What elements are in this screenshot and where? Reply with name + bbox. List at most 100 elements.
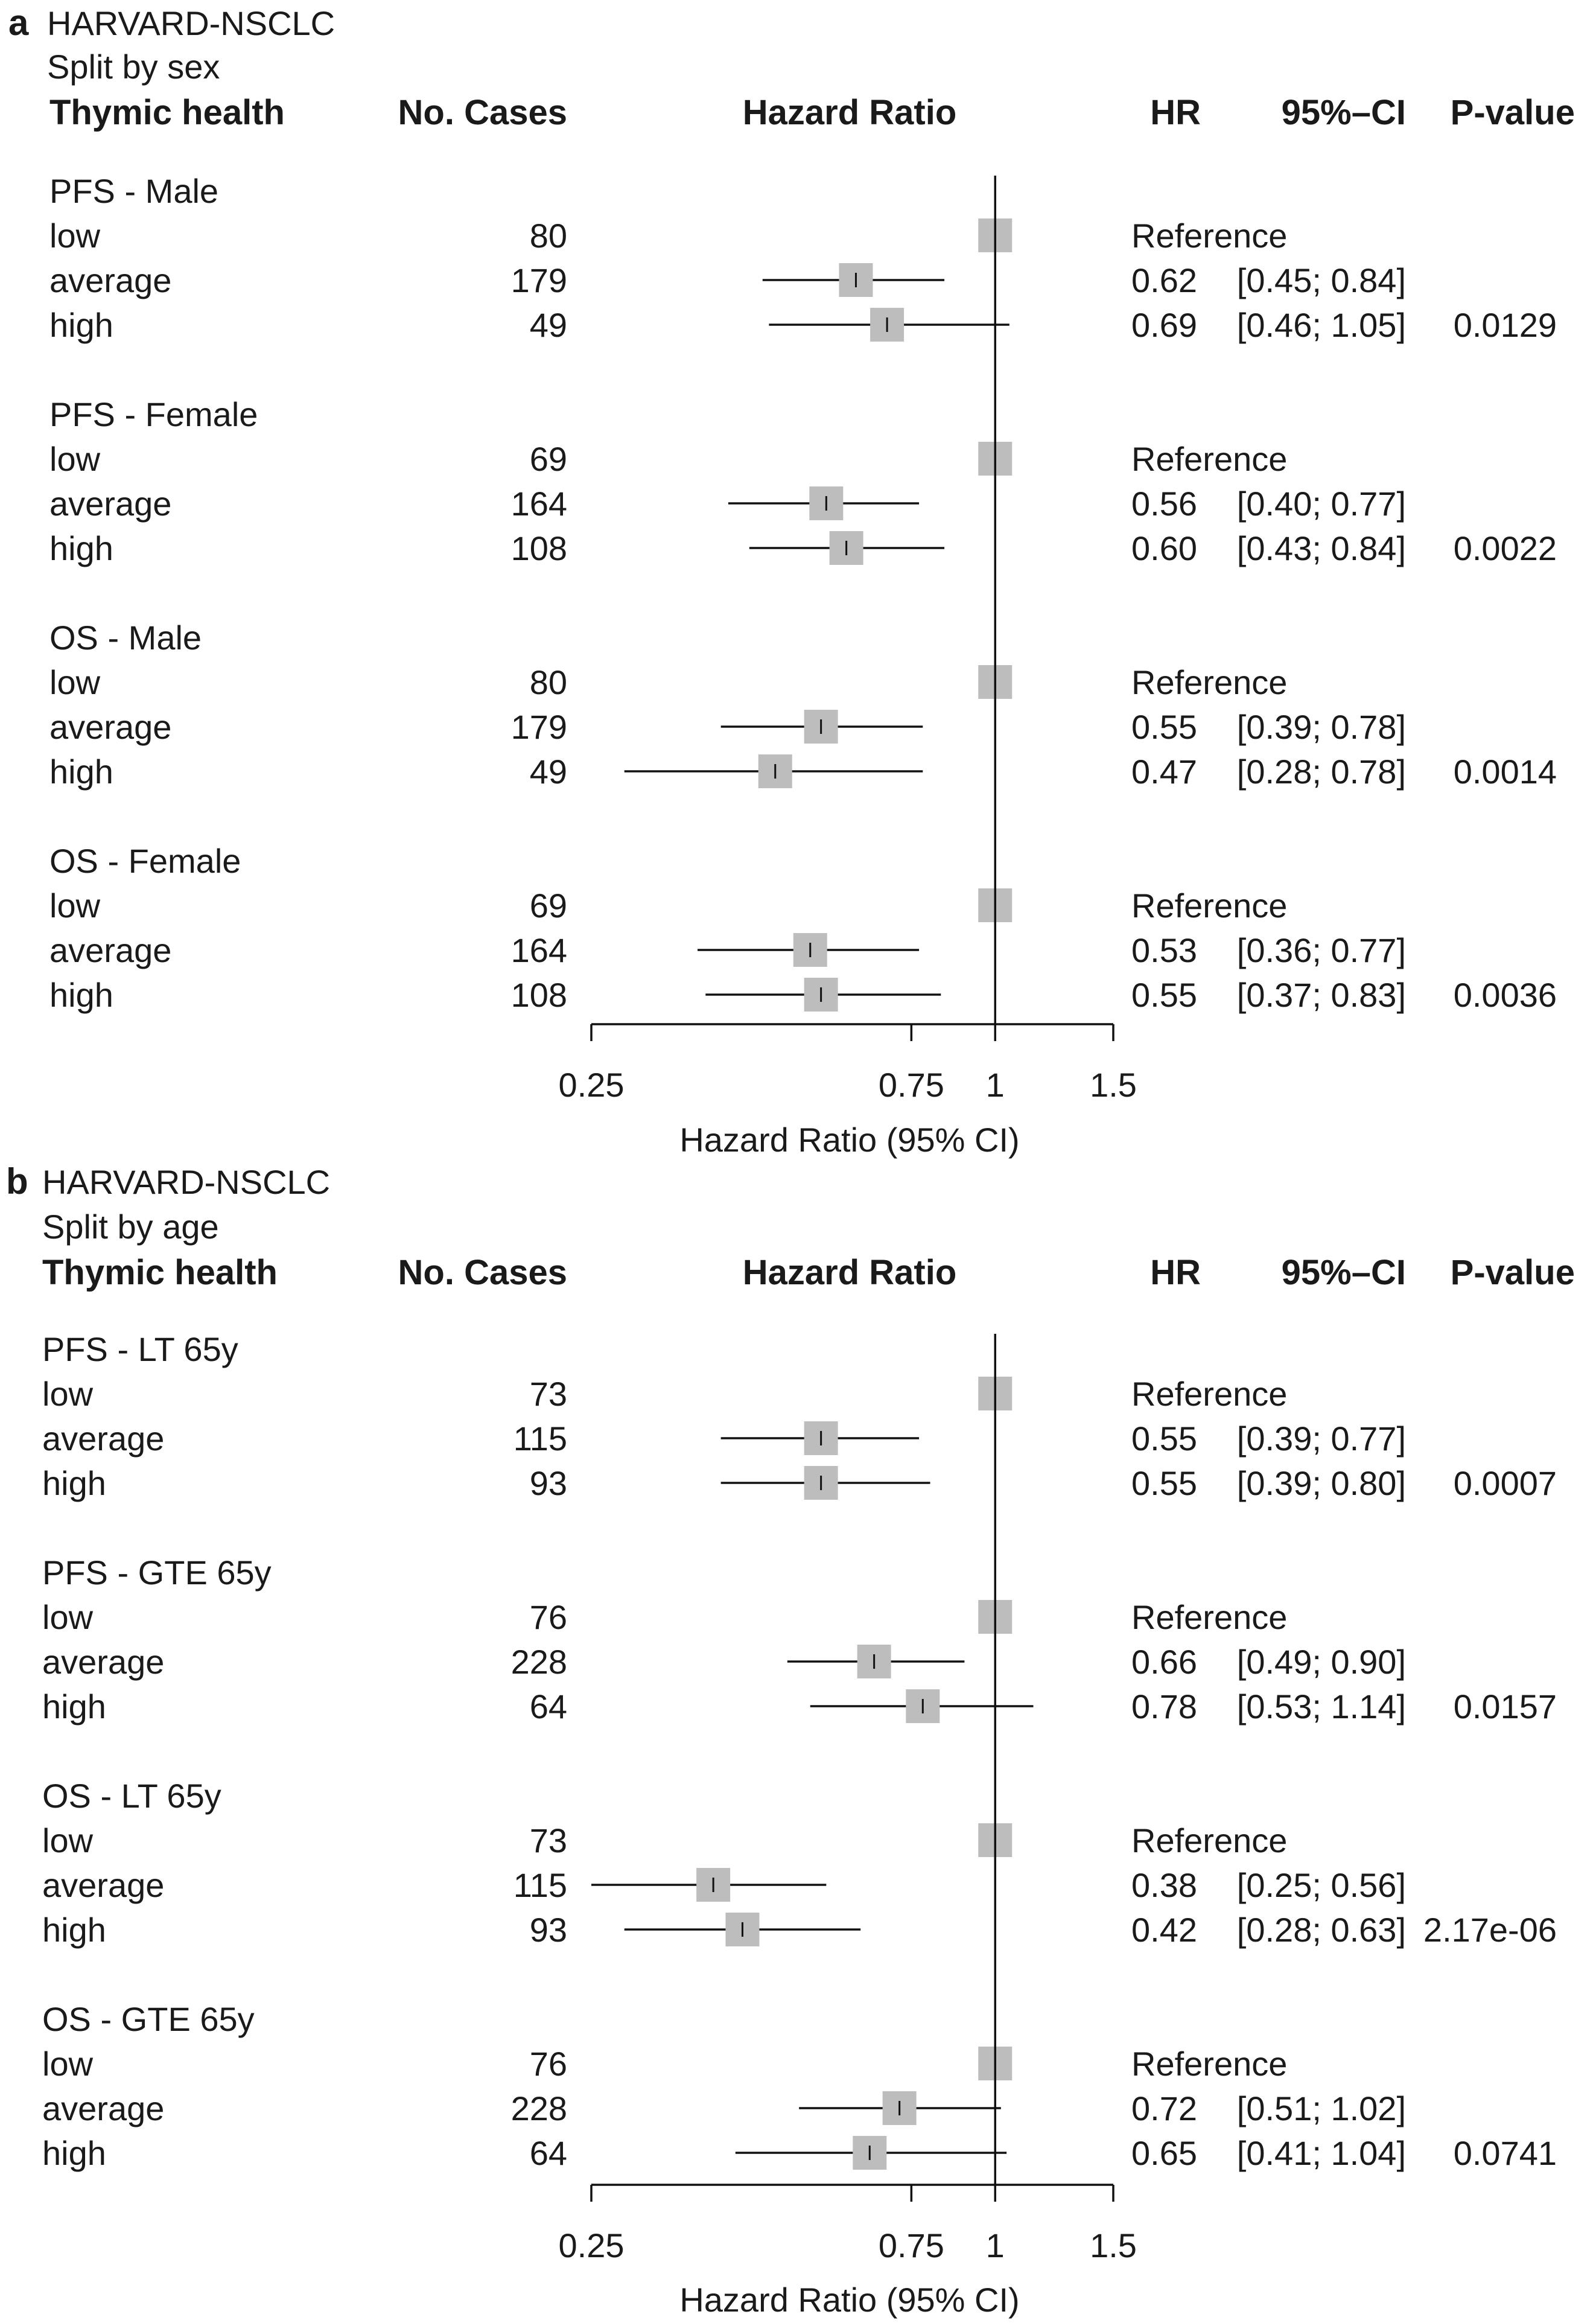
row-case-count: 93: [530, 1911, 567, 1949]
group-title: OS - Female: [49, 842, 241, 880]
x-tick-label: 0.75: [879, 1066, 944, 1104]
row-hr-value: 0.55: [1131, 1420, 1197, 1458]
row-hr-value: 0.55: [1131, 976, 1197, 1014]
row-ci-text: [0.25; 0.56]: [1237, 1866, 1406, 1904]
row-case-count: 115: [513, 1420, 567, 1458]
group-p-value: 0.0014: [1454, 753, 1557, 791]
group-p-value: 0.0022: [1454, 529, 1557, 567]
row-level-label: low: [49, 663, 101, 701]
row-ci-text: [0.39; 0.80]: [1237, 1464, 1406, 1502]
row-case-count: 164: [511, 931, 567, 969]
row-hr-value: 0.62: [1131, 261, 1197, 299]
row-level-label: low: [49, 887, 101, 925]
row-ci-text: [0.39; 0.77]: [1237, 1420, 1406, 1458]
row-ci-text: [0.41; 1.04]: [1237, 2134, 1406, 2172]
row-hr-value: 0.47: [1131, 753, 1197, 791]
panel-a-split: Split by sex: [47, 48, 220, 86]
row-level-label: low: [42, 1821, 94, 1859]
group-p-value: 0.0036: [1454, 976, 1557, 1014]
group-p-value: 2.17e-06: [1423, 1911, 1557, 1949]
row-hr-value: 0.78: [1131, 1687, 1197, 1726]
row-hr-value: 0.56: [1131, 485, 1197, 523]
row-case-count: 73: [530, 1375, 567, 1413]
row-case-count: 73: [530, 1821, 567, 1859]
x-tick-label: 1.5: [1090, 1066, 1137, 1104]
row-ci-text: [0.37; 0.83]: [1237, 976, 1406, 1014]
row-level-label: low: [42, 1375, 94, 1413]
group-title: OS - GTE 65y: [42, 2000, 255, 2038]
row-case-count: 108: [511, 976, 567, 1014]
row-case-count: 76: [530, 1598, 567, 1636]
row-level-label: low: [42, 1598, 94, 1636]
panel-a-header: a HARVARD-NSCLC Split by sex Thymic heal…: [8, 2, 1575, 132]
group-title: OS - LT 65y: [42, 1777, 221, 1815]
panel-a-header-plot: Hazard Ratio: [743, 93, 957, 132]
row-level-label: high: [49, 529, 113, 567]
panel-a-body: PFS - Male low 80 Reference average 179 0.62 [0…: [49, 172, 1557, 1104]
panel-a-header-group: Thymic health: [49, 93, 285, 132]
group-title: PFS - GTE 65y: [42, 1553, 272, 1592]
row-level-label: high: [49, 306, 113, 344]
row-level-label: low: [49, 217, 101, 255]
group-title: PFS - Male: [49, 172, 218, 210]
panel-a-x-axis-label: Hazard Ratio (95% CI): [679, 1121, 1019, 1159]
row-hr-value: 0.55: [1131, 708, 1197, 746]
row-case-count: 179: [511, 261, 567, 299]
group-p-value: 0.0157: [1454, 1687, 1557, 1726]
row-ci-text: [0.40; 0.77]: [1237, 485, 1406, 523]
row-ci-text: [0.28; 0.63]: [1237, 1911, 1406, 1949]
row-reference-text: Reference: [1131, 440, 1287, 478]
panel-b-header-cases: No. Cases: [398, 1253, 567, 1292]
row-case-count: 108: [511, 529, 567, 567]
row-case-count: 164: [511, 485, 567, 523]
row-ci-text: [0.39; 0.78]: [1237, 708, 1406, 746]
row-case-count: 80: [530, 663, 567, 701]
row-hr-value: 0.38: [1131, 1866, 1197, 1904]
row-reference-text: Reference: [1131, 887, 1287, 925]
row-ci-text: [0.43; 0.84]: [1237, 529, 1406, 567]
row-level-label: high: [49, 753, 113, 791]
group-title: PFS - LT 65y: [42, 1330, 238, 1368]
panel-b-header-hr: HR: [1150, 1253, 1201, 1292]
group-p-value: 0.0007: [1454, 1464, 1557, 1502]
row-hr-value: 0.53: [1131, 931, 1197, 969]
row-level-label: average: [49, 931, 171, 969]
row-level-label: high: [49, 976, 113, 1014]
row-case-count: 64: [530, 1687, 567, 1726]
panel-b-header-ci: 95%–CI: [1282, 1253, 1406, 1292]
x-tick-label: 1: [986, 2226, 1005, 2264]
row-reference-text: Reference: [1131, 1598, 1287, 1636]
group-title: PFS - Female: [49, 395, 258, 433]
row-reference-text: Reference: [1131, 1375, 1287, 1413]
panel-a-dataset: HARVARD-NSCLC: [47, 4, 335, 42]
row-reference-text: Reference: [1131, 663, 1287, 701]
row-case-count: 93: [530, 1464, 567, 1502]
row-level-label: high: [42, 1464, 106, 1502]
row-hr-value: 0.72: [1131, 2089, 1197, 2127]
row-case-count: 76: [530, 2045, 567, 2083]
row-case-count: 64: [530, 2134, 567, 2172]
panel-b-letter: b: [6, 1161, 28, 1202]
panel-a-header-p: P-value: [1451, 93, 1575, 132]
row-level-label: average: [42, 2089, 164, 2127]
row-case-count: 69: [530, 887, 567, 925]
row-ci-text: [0.49; 0.90]: [1237, 1643, 1406, 1681]
row-case-count: 228: [511, 2089, 567, 2127]
row-ci-text: [0.51; 1.02]: [1237, 2089, 1406, 2127]
row-hr-value: 0.42: [1131, 1911, 1197, 1949]
row-ci-text: [0.28; 0.78]: [1237, 753, 1406, 791]
row-level-label: low: [49, 440, 101, 478]
x-tick-label: 1: [986, 1066, 1005, 1104]
row-level-label: average: [42, 1643, 164, 1681]
row-case-count: 115: [513, 1866, 567, 1904]
row-level-label: average: [49, 485, 171, 523]
row-case-count: 49: [530, 753, 567, 791]
panel-b-body: PFS - LT 65y low 73 Reference average 115 0.55…: [42, 1330, 1557, 2264]
row-level-label: high: [42, 1687, 106, 1726]
row-hr-value: 0.66: [1131, 1643, 1197, 1681]
panel-b-header: b HARVARD-NSCLC Split by age Thymic heal…: [6, 1161, 1575, 1292]
x-tick-label: 0.25: [559, 1066, 625, 1104]
row-level-label: high: [42, 1911, 106, 1949]
row-case-count: 69: [530, 440, 567, 478]
